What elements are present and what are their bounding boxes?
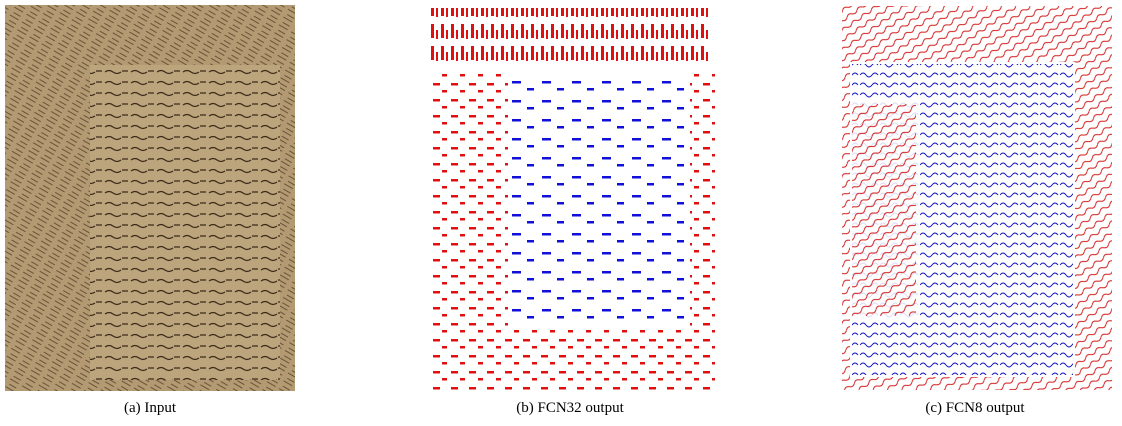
red-region xyxy=(690,70,715,390)
caption: (c) FCN8 output xyxy=(925,400,1025,416)
red-region xyxy=(433,70,508,390)
caption: (b) FCN32 output xyxy=(516,400,624,416)
main-text xyxy=(90,65,280,380)
red-region xyxy=(430,8,710,68)
red-region xyxy=(508,330,690,390)
fcn32-image xyxy=(430,8,715,390)
fcn8-image xyxy=(842,6,1112,390)
blue-region xyxy=(512,78,690,328)
caption: (a) Input xyxy=(124,400,177,416)
red-region xyxy=(852,104,916,316)
input-image xyxy=(5,5,295,391)
